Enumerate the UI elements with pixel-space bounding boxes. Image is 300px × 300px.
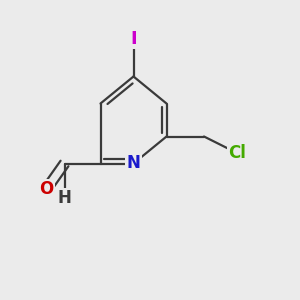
Text: O: O [39, 180, 54, 198]
Text: N: N [127, 154, 140, 172]
Text: H: H [58, 189, 71, 207]
Text: I: I [130, 30, 137, 48]
Text: Cl: Cl [228, 144, 246, 162]
